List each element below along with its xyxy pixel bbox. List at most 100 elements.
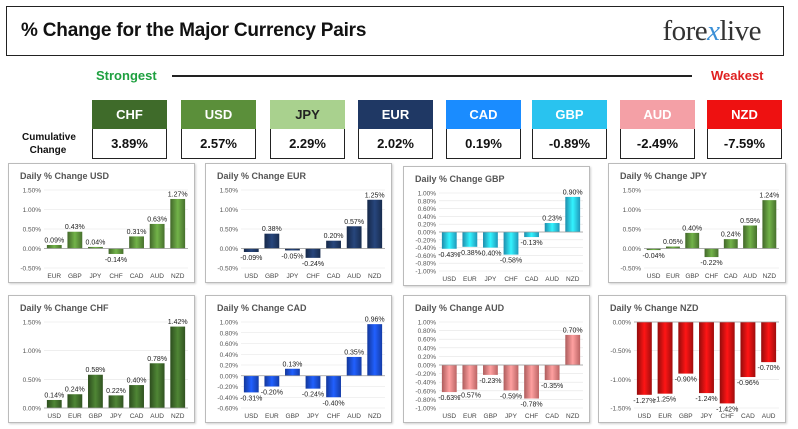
chart-panel: Daily % Change AUD -1.00% -0.80% -0.60% -0.4… (403, 295, 590, 423)
y-tick-label: -0.80% (415, 397, 436, 404)
x-tick-label: JPY (484, 276, 497, 283)
y-tick-label: -0.50% (217, 266, 238, 273)
chart-svg: Daily % Change GBP-1.00%-0.80%-0.60%-0.4… (415, 174, 583, 283)
x-tick-label: CHF (721, 413, 734, 420)
bar (67, 394, 83, 408)
data-label: -0.22% (700, 260, 722, 267)
chart-svg: Daily % Change CAD -0.60% -0.40% -0.20% 0.00… (217, 303, 385, 420)
chart-title: Daily % Change CHF (20, 303, 109, 313)
chart-svg: Daily % Change USD -0.50% 0.00% 0.50% 1.00% 1… (20, 171, 188, 280)
x-tick-label: EUR (463, 276, 477, 283)
currency-cumulative-value: 2.29% (270, 129, 345, 159)
x-tick-label: NZD (763, 273, 777, 280)
chart-svg: Daily % Change EUR -0.50% 0.00% 0.50% 1.00% 1… (217, 171, 385, 280)
bar (719, 322, 735, 404)
data-label: 0.70% (563, 327, 583, 334)
bar (462, 365, 478, 390)
x-tick-label: GBP (89, 413, 103, 420)
y-tick-label: -1.00% (415, 269, 436, 276)
data-label: 0.04% (85, 239, 105, 246)
currency-cumulative-value: 2.02% (358, 129, 433, 159)
forexlive-logo: forexlive (662, 15, 761, 48)
x-tick-label: JPY (89, 273, 102, 280)
x-tick-label: CAD (545, 413, 559, 420)
currency-box-nzd: NZD -7.59% (707, 100, 782, 159)
data-label: -0.40% (479, 251, 501, 258)
y-tick-label: 0.80% (418, 328, 437, 335)
strongest-label: Strongest (96, 68, 157, 83)
data-label: -0.13% (520, 240, 542, 247)
y-tick-label: -0.60% (415, 253, 436, 260)
x-tick-label: USD (442, 276, 456, 283)
data-label: 0.31% (127, 229, 147, 236)
y-tick-label: 0.00% (220, 246, 239, 253)
data-label: 0.57% (344, 219, 364, 226)
chart-panel: Daily % Change EUR -0.50% 0.00% 0.50% 1.00% 1… (205, 163, 392, 283)
y-tick-label: -1.00% (415, 406, 436, 413)
bar (149, 223, 165, 249)
bar (170, 198, 186, 249)
bar (149, 363, 165, 408)
data-label: -0.59% (500, 393, 522, 400)
x-tick-label: EUR (68, 413, 82, 420)
data-label: -0.40% (322, 400, 344, 407)
x-tick-label: JPY (307, 413, 320, 420)
bar (462, 232, 478, 247)
currency-code: USD (181, 100, 256, 129)
y-tick-label: 0.50% (23, 377, 42, 384)
currency-box-chf: CHF 3.89% (92, 100, 167, 159)
chart-title: Daily % Change EUR (217, 171, 307, 181)
currency-code: AUD (620, 100, 695, 129)
x-tick-label: CHF (525, 413, 538, 420)
x-tick-label: AUD (762, 413, 776, 420)
bar (441, 365, 457, 393)
data-label: 1.42% (168, 319, 188, 326)
bar (524, 365, 539, 399)
y-tick-label: 0.00% (613, 320, 632, 327)
x-tick-label: CAD (130, 413, 144, 420)
x-tick-label: CAD (741, 413, 755, 420)
data-label: -0.35% (541, 383, 563, 390)
currency-box-usd: USD 2.57% (181, 100, 256, 159)
data-label: -0.23% (479, 378, 501, 385)
x-tick-label: CHF (504, 276, 517, 283)
bar (305, 248, 321, 258)
y-tick-label: -0.50% (610, 348, 631, 355)
chart-panel: Daily % Change CHF 0.00% 0.50% 1.00% 1.50% 0.… (8, 295, 195, 423)
y-tick-label: 1.50% (220, 188, 239, 195)
y-tick-label: 0.40% (418, 214, 437, 221)
bar (88, 246, 103, 249)
data-label: 1.24% (759, 193, 779, 200)
currency-box-aud: AUD -2.49% (620, 100, 695, 159)
bar (367, 199, 383, 249)
x-tick-label: GBP (286, 413, 300, 420)
data-label: -0.09% (240, 255, 262, 262)
x-tick-label: NZD (368, 413, 382, 420)
x-tick-label: GBP (685, 273, 699, 280)
x-tick-label: AUD (150, 273, 164, 280)
data-label: -0.43% (438, 252, 460, 259)
page-title: % Change for the Major Currency Pairs (21, 20, 367, 41)
x-tick-label: CHF (109, 273, 122, 280)
chart-svg: Daily % Change CHF 0.00% 0.50% 1.00% 1.50% 0.… (20, 303, 188, 420)
y-tick-label: 0.80% (418, 198, 437, 205)
data-label: -0.05% (281, 253, 303, 260)
x-tick-label: CAD (724, 273, 738, 280)
data-label: -0.63% (438, 395, 460, 402)
bar (326, 240, 341, 249)
x-tick-label: AUD (347, 273, 361, 280)
x-tick-label: NZD (566, 276, 580, 283)
bar (636, 322, 652, 395)
data-label: 0.38% (262, 226, 282, 233)
data-label: -0.96% (737, 380, 759, 387)
data-label: 0.63% (147, 216, 167, 223)
data-label: -0.31% (240, 395, 262, 402)
x-tick-label: NZD (171, 273, 185, 280)
chart-panel: Daily % Change GBP -1.00% -0.80% -0.60% -0.4… (403, 166, 590, 286)
x-tick-label: USD (244, 273, 258, 280)
data-label: -1.42% (716, 406, 738, 413)
currency-code: GBP (532, 100, 607, 129)
strength-scale-line (172, 75, 692, 77)
x-tick-label: CAD (525, 276, 539, 283)
x-tick-label: CAD (327, 273, 341, 280)
